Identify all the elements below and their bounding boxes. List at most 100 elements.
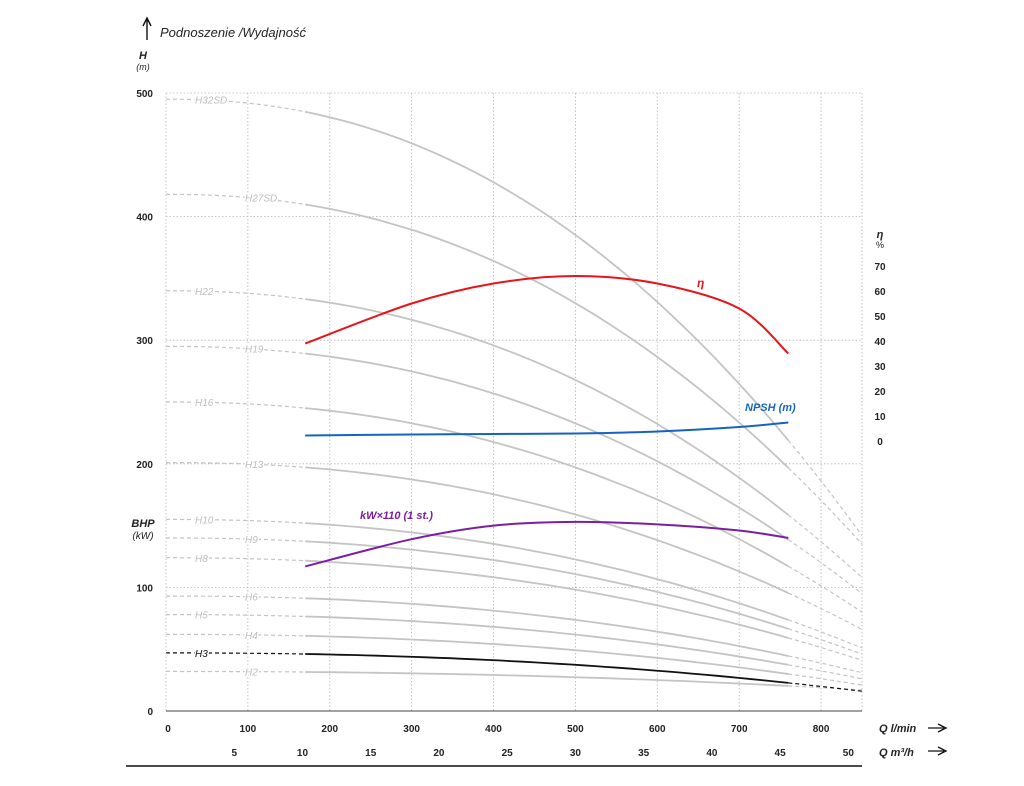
power-curve: [304, 520, 789, 568]
head-curve-dashed-end: [787, 539, 863, 595]
y-left-tick-label: 100: [136, 583, 153, 594]
x-m3h-tick-label: 20: [433, 748, 445, 759]
head-curve-dashed-start: [166, 537, 306, 542]
head-curve: [305, 559, 789, 639]
x-lmin-tick-label: 800: [813, 724, 830, 735]
head-curve-label: H8: [195, 554, 208, 565]
bhp-label: BHP: [131, 518, 155, 530]
x-m3h-tick-label: 30: [570, 748, 582, 759]
y-right-unit: %: [876, 240, 884, 250]
y-right-tick-label: 50: [874, 312, 886, 323]
head-curve-dashed-start: [166, 290, 306, 300]
head-curve-label: H6: [245, 593, 258, 604]
head-curve-dashed-start: [166, 652, 306, 655]
head-curve-dashed-start: [166, 401, 306, 409]
x-m3h-tick-label: 10: [297, 748, 309, 759]
head-curve-dashed-end: [788, 592, 863, 630]
head-curve-label: H19: [245, 344, 264, 355]
y-right-tick-label: 0: [877, 437, 883, 448]
power-label: kW×110 (1 st.): [360, 510, 433, 522]
head-curve-dashed-end: [788, 682, 863, 692]
head-curve-dashed-end: [787, 439, 863, 536]
x-m3h-tick-label: 40: [706, 748, 718, 759]
y-right-label: η: [877, 229, 884, 241]
head-curves: H2 H3 H4 H5 H6 H8 H9 H10 H13 H16 H19 H22 H27SD H32SD: [166, 94, 863, 692]
y-left-unit: (m): [136, 62, 150, 72]
head-curve-dashed-end: [788, 673, 863, 686]
x-lmin-tick-label: 400: [485, 724, 502, 735]
head-curve-dashed-start: [166, 518, 306, 524]
arrow-right-icon: [928, 723, 948, 733]
x-m3h-tick-label: 35: [638, 748, 650, 759]
x-m3h-tick-label: 5: [231, 748, 237, 759]
head-curve-label: H32SD: [195, 96, 227, 107]
performance-curves: η NPSH (m) kW×110 (1 st.): [304, 274, 796, 568]
head-curve-dashed-start: [166, 193, 306, 206]
x-lmin-tick-label: 200: [321, 724, 338, 735]
y-right-tick-label: 20: [874, 387, 886, 398]
x-lmin-tick-label: 700: [731, 724, 748, 735]
y-left-label: H: [139, 50, 148, 62]
y-right-tick-label: 10: [874, 412, 886, 423]
y-left-tick-label: 500: [136, 89, 153, 100]
head-curve-dashed-end: [788, 565, 863, 613]
head-curve: [305, 522, 789, 621]
head-curve-label: H10: [195, 516, 214, 527]
head-curve: [305, 407, 789, 568]
x-lmin-tick-label: 300: [403, 724, 420, 735]
head-curve-dashed-start: [166, 633, 306, 637]
head-curve-label: H13: [245, 460, 264, 471]
x-lmin-tick-label: 100: [240, 724, 257, 735]
head-curve: [305, 352, 789, 541]
y-right-tick-label: 70: [874, 262, 886, 273]
y-left-tick-label: 0: [147, 707, 153, 718]
head-curve-dashed-end: [788, 664, 863, 680]
y-right-tick-label: 60: [874, 287, 886, 298]
head-curve-dashed-start: [166, 614, 306, 618]
y-right-tick-label: 30: [874, 362, 886, 373]
y-left-tick-label: 200: [136, 460, 153, 471]
head-curve-dashed-end: [788, 628, 863, 655]
head-curve-label: H3: [195, 649, 208, 660]
head-curve-dashed-end: [787, 514, 863, 578]
head-curve-dashed-end: [788, 637, 863, 661]
arrow-right-icon: [928, 746, 948, 756]
grid: [166, 92, 863, 711]
head-curve: [305, 540, 789, 630]
head-curve-dashed-end: [788, 619, 863, 649]
head-curve-dashed-end: [787, 467, 863, 545]
x-m3h-tick-label: 45: [775, 748, 787, 759]
y-right-tick-label: 40: [874, 337, 886, 348]
head-curve-label: H22: [195, 287, 214, 298]
head-curve-dashed-start: [166, 345, 306, 355]
head-curve-dashed-start: [166, 98, 306, 113]
x-m3h-label: Q m³/h: [879, 747, 914, 759]
chart-title: Podnoszenie /Wydajność: [160, 25, 306, 40]
head-curve: [305, 110, 789, 441]
head-curve-dashed-end: [788, 685, 863, 691]
x-m3h-tick-label: 15: [365, 748, 377, 759]
head-curve: [305, 466, 789, 594]
head-curve: [305, 615, 789, 666]
y-left-tick-label: 400: [136, 213, 153, 224]
head-curve-label: H2: [245, 668, 258, 679]
head-curve: [305, 203, 789, 469]
head-curve: [305, 634, 789, 675]
head-curve-label: H4: [245, 631, 258, 642]
up-arrow-icon: [142, 16, 152, 40]
head-curve: [305, 597, 789, 657]
bhp-unit: (kW): [132, 531, 153, 542]
x-lmin-tick-label: 500: [567, 724, 584, 735]
head-curve-label: H5: [195, 611, 208, 622]
head-curve-dashed-start: [166, 670, 306, 673]
head-curve-dashed-end: [788, 655, 863, 674]
efficiency-curve: [304, 274, 789, 355]
head-curve: [305, 653, 789, 684]
x-m3h-tick-label: 25: [502, 748, 514, 759]
head-curve-label: H9: [245, 535, 258, 546]
npsh-label: NPSH (m): [745, 402, 796, 414]
head-curve-dashed-start: [166, 595, 306, 599]
head-curve: [305, 671, 789, 687]
x-lmin-tick-label: 0: [165, 724, 171, 735]
head-curve-dashed-start: [166, 557, 306, 562]
